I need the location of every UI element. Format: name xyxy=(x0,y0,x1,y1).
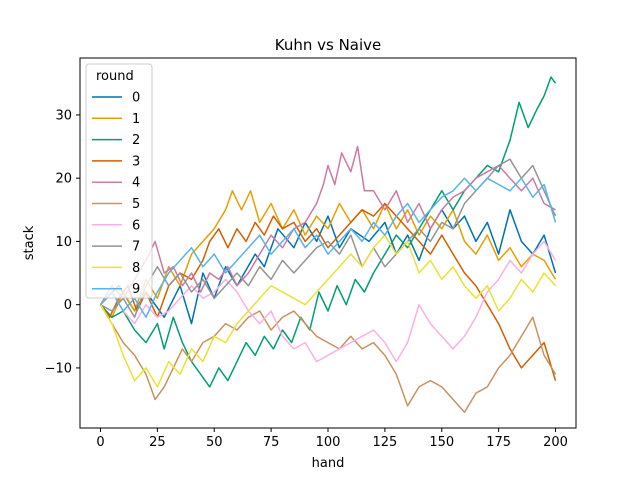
series-line-5 xyxy=(99,304,557,413)
series-line-6 xyxy=(99,240,557,363)
x-tick-label: 175 xyxy=(486,435,511,450)
plot-area xyxy=(79,57,577,429)
legend-title: round xyxy=(96,69,134,84)
chart-title: Kuhn vs Naive xyxy=(275,36,382,54)
legend-label-7: 7 xyxy=(132,240,140,255)
y-axis: −10 0 10 20 30 xyxy=(45,108,80,376)
series-line-0 xyxy=(99,209,557,325)
legend-box xyxy=(85,63,153,299)
y-tick-label: 30 xyxy=(55,108,72,123)
legend-label-4: 4 xyxy=(132,176,140,191)
y-axis-label: stack xyxy=(22,225,37,260)
x-axis: 0 25 50 75 100 125 150 175 200 xyxy=(96,428,568,450)
series-line-2 xyxy=(99,76,557,388)
legend-label-9: 9 xyxy=(132,282,140,297)
x-tick-label: 50 xyxy=(206,435,223,450)
series-line-1 xyxy=(99,190,557,319)
y-tick-label: 10 xyxy=(55,235,72,250)
legend-label-1: 1 xyxy=(132,112,140,127)
y-tick-label: 20 xyxy=(55,172,72,187)
y-tick-label: 0 xyxy=(64,298,72,313)
legend-label-0: 0 xyxy=(132,91,140,106)
legend: round 0 1 2 3 4 5 6 7 8 9 xyxy=(85,63,153,299)
legend-label-6: 6 xyxy=(132,218,140,233)
x-tick-label: 0 xyxy=(96,435,104,450)
y-tick-label: −10 xyxy=(45,361,72,376)
x-tick-label: 200 xyxy=(543,435,568,450)
x-tick-label: 100 xyxy=(316,435,341,450)
x-axis-label: hand xyxy=(312,456,345,471)
x-tick-label: 25 xyxy=(149,435,166,450)
series-line-9 xyxy=(99,177,557,319)
series-line-8 xyxy=(99,234,557,388)
legend-label-5: 5 xyxy=(132,197,140,212)
x-tick-label: 150 xyxy=(429,435,454,450)
legend-label-2: 2 xyxy=(132,133,140,148)
x-tick-label: 125 xyxy=(372,435,397,450)
legend-label-8: 8 xyxy=(132,261,140,276)
legend-label-3: 3 xyxy=(132,154,140,169)
series-layer xyxy=(99,76,557,413)
x-tick-label: 75 xyxy=(263,435,280,450)
